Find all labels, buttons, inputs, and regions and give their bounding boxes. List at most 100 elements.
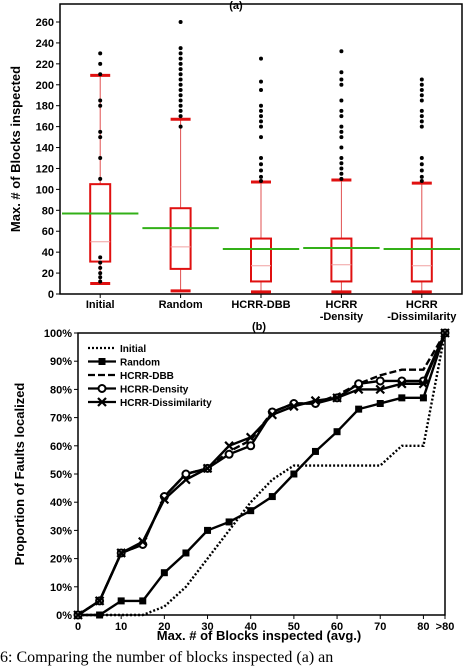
marker-x [375,384,386,395]
box-outlier [259,135,263,140]
box-outlier [419,98,424,103]
marker-square [376,400,384,407]
x-tick-label: 30 [201,621,213,633]
marker-square [311,447,319,455]
marker-square [117,597,125,605]
box-outlier [339,135,344,140]
y-tick-label: 180 [36,101,54,113]
x-tick-label: 50 [288,621,300,633]
box-outlier [259,103,263,108]
box-outlier [98,255,103,260]
box-outlier [98,51,103,56]
box-outlier [98,129,103,134]
box-outlier [339,161,344,166]
figure-caption: 6: Comparing the number of blocks inspec… [0,649,333,666]
box-iqr [250,237,272,283]
y-tick-label: 90% [50,356,72,368]
y-tick-label: 40 [42,247,54,259]
y-tick-label: 80% [50,384,72,396]
box-outlier [339,145,344,150]
box-outlier [339,98,344,103]
box-outlier [259,88,263,92]
legend-label: Random [120,358,160,369]
panel-a-ylabel: Max. # of Blocks inspected [8,66,23,232]
box-iqr [330,237,353,283]
box-outlier [178,88,183,92]
box-outlier [98,103,103,108]
box-outlier [178,108,183,113]
box-outlier [259,124,263,129]
marker-square [268,493,276,501]
y-tick-label: 260 [36,17,54,29]
box-outlier [98,271,103,276]
panel-b-legend: Initial Random HCRR-DBB HCRR-Density HCRR-Di… [86,338,231,417]
marker-circle [97,384,107,393]
marker-square [139,597,147,605]
marker-x [245,432,256,443]
box-outlier [259,174,263,179]
box-outlier [339,156,344,160]
y-tick-label: 0% [56,610,72,622]
marker-circle [181,469,191,479]
series-line [77,332,447,617]
y-tick-label: 80 [42,205,54,217]
box-outlier [259,79,263,84]
marker-square [247,507,255,515]
box-outlier [259,56,263,61]
box-outlier [98,72,103,77]
y-tick-label: 220 [36,59,54,71]
marker-square [160,569,168,577]
box-outlier [339,171,344,176]
panel-b-ylabel: Proportion of Faults localized [12,383,27,566]
marker-square [204,526,212,534]
marker-x [94,596,105,606]
y-tick-label: 50% [50,469,72,481]
marker-x [202,463,213,474]
panel-b: (b) 0% 10% 20% 30% 40% 50% 60% 70% 80% 90% 100% 0 1… [12,321,454,643]
box-outlier [339,166,344,171]
box-outlier [419,174,424,179]
marker-x [181,474,191,485]
x-tick-label: Random [159,299,203,311]
box-outlier [419,124,424,129]
x-tick-label: -Dissimilarity [387,311,457,323]
box-outlier [259,168,263,173]
legend-label: Initial [120,344,146,355]
marker-x [353,384,364,395]
box-outlier [178,82,183,87]
marker-square [96,611,104,619]
panel-b-series [73,328,450,620]
box-outlier [339,124,344,129]
x-tick-label: HCRR-DBB [231,299,290,311]
box-outlier [339,70,344,75]
y-tick-label: 240 [36,38,54,50]
box-outlier [178,61,183,66]
box-outlier [339,77,344,82]
marker-x [116,548,126,558]
marker-x [289,401,299,412]
x-tick-label: 0 [75,621,81,633]
box-outlier [98,275,103,280]
box-outlier [178,124,183,129]
box-outlier [98,61,103,66]
panel-b-y-ticks: 0% 10% 20% 30% 40% 50% 60% 70% 80% 90% 100% [44,328,78,622]
series-line [77,332,447,617]
box-outlier [419,168,424,173]
box-outlier [178,56,183,61]
y-tick-label: 0 [48,289,54,301]
box-outlier [419,77,424,82]
y-tick-label: 70% [50,413,72,425]
marker-x [267,410,278,420]
y-tick-label: 20% [50,554,72,566]
panel-b-x-ticks: 0 10 20 30 40 50 60 70 80 >80 [75,615,454,633]
box-outlier [98,279,103,284]
box-outlier [98,135,103,140]
box-outlier [178,51,183,56]
box-outlier [98,176,103,181]
marker-x [73,610,83,620]
box-outlier [419,93,424,98]
box-outlier [339,176,344,181]
y-tick-label: 60% [50,441,72,453]
panel-a: (a) 0 20 40 60 80 100 120 140 160 180 200 220 240 260… [8,0,463,323]
x-tick-label: 20 [158,621,170,633]
